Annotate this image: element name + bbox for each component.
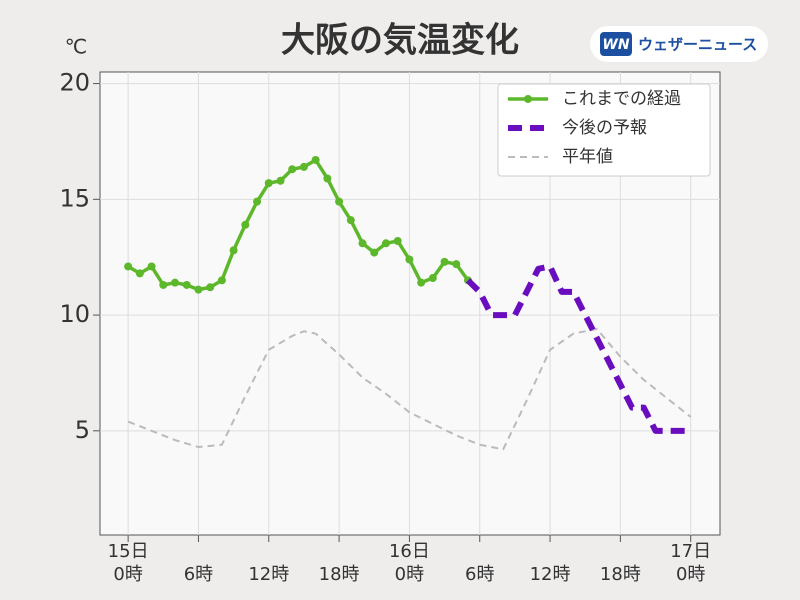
y-axis-label: ℃ — [65, 35, 87, 59]
data-point — [428, 274, 437, 283]
data-point — [358, 239, 367, 248]
data-point — [346, 216, 355, 225]
logo-icon — [600, 32, 632, 56]
x-tick-label: 6時 — [465, 564, 494, 585]
date-label: 17日 — [670, 541, 711, 562]
y-tick-label: 5 — [75, 416, 90, 444]
data-point — [381, 239, 390, 248]
x-tick-label: 6時 — [184, 564, 213, 585]
y-tick-label: 10 — [59, 300, 90, 328]
data-point — [311, 155, 320, 164]
x-tick-label: 0時 — [676, 564, 705, 585]
data-point — [440, 257, 449, 266]
data-point — [405, 255, 414, 264]
data-point — [417, 278, 426, 287]
data-point — [299, 162, 308, 171]
logo-badge — [590, 26, 768, 62]
data-point — [253, 197, 262, 206]
x-tick-label: 18時 — [600, 564, 641, 585]
data-point — [229, 246, 238, 255]
series-line — [127, 327, 692, 451]
data-point — [182, 280, 191, 289]
legend-marker — [524, 95, 532, 103]
data-point — [335, 197, 344, 206]
data-point — [159, 280, 168, 289]
logo-text: ウェザーニュース — [638, 36, 757, 54]
data-point — [288, 165, 297, 174]
data-point — [276, 176, 285, 185]
date-label: 16日 — [389, 541, 430, 562]
data-point — [452, 260, 461, 269]
data-point — [393, 236, 402, 245]
data-point — [194, 285, 203, 294]
data-point — [323, 174, 332, 183]
legend-label: これまでの経過 — [562, 89, 681, 109]
logo-mark: WN — [602, 37, 629, 53]
data-point — [124, 262, 133, 271]
data-point — [370, 248, 379, 257]
data-point — [241, 220, 250, 229]
legend-label: 平年値 — [562, 147, 613, 167]
data-point — [147, 262, 156, 271]
chart-title: 大阪の気温変化 — [281, 21, 519, 61]
x-tick-label: 0時 — [113, 564, 142, 585]
x-tick-label: 12時 — [248, 564, 289, 585]
x-tick-label: 12時 — [530, 564, 571, 585]
data-point — [206, 283, 215, 292]
date-label: 15日 — [108, 541, 149, 562]
data-point — [135, 269, 144, 278]
series-line — [465, 263, 691, 434]
data-point — [264, 179, 273, 188]
x-tick-label: 0時 — [395, 564, 424, 585]
logo: WN ウェザーニュース — [590, 26, 768, 62]
legend-label: 今後の予報 — [562, 118, 647, 138]
data-point — [217, 276, 226, 285]
x-tick-label: 18時 — [319, 564, 360, 585]
legend-box — [497, 83, 711, 177]
y-tick-label: 20 — [59, 69, 90, 97]
y-tick-label: 15 — [59, 184, 90, 212]
data-point — [171, 278, 180, 287]
